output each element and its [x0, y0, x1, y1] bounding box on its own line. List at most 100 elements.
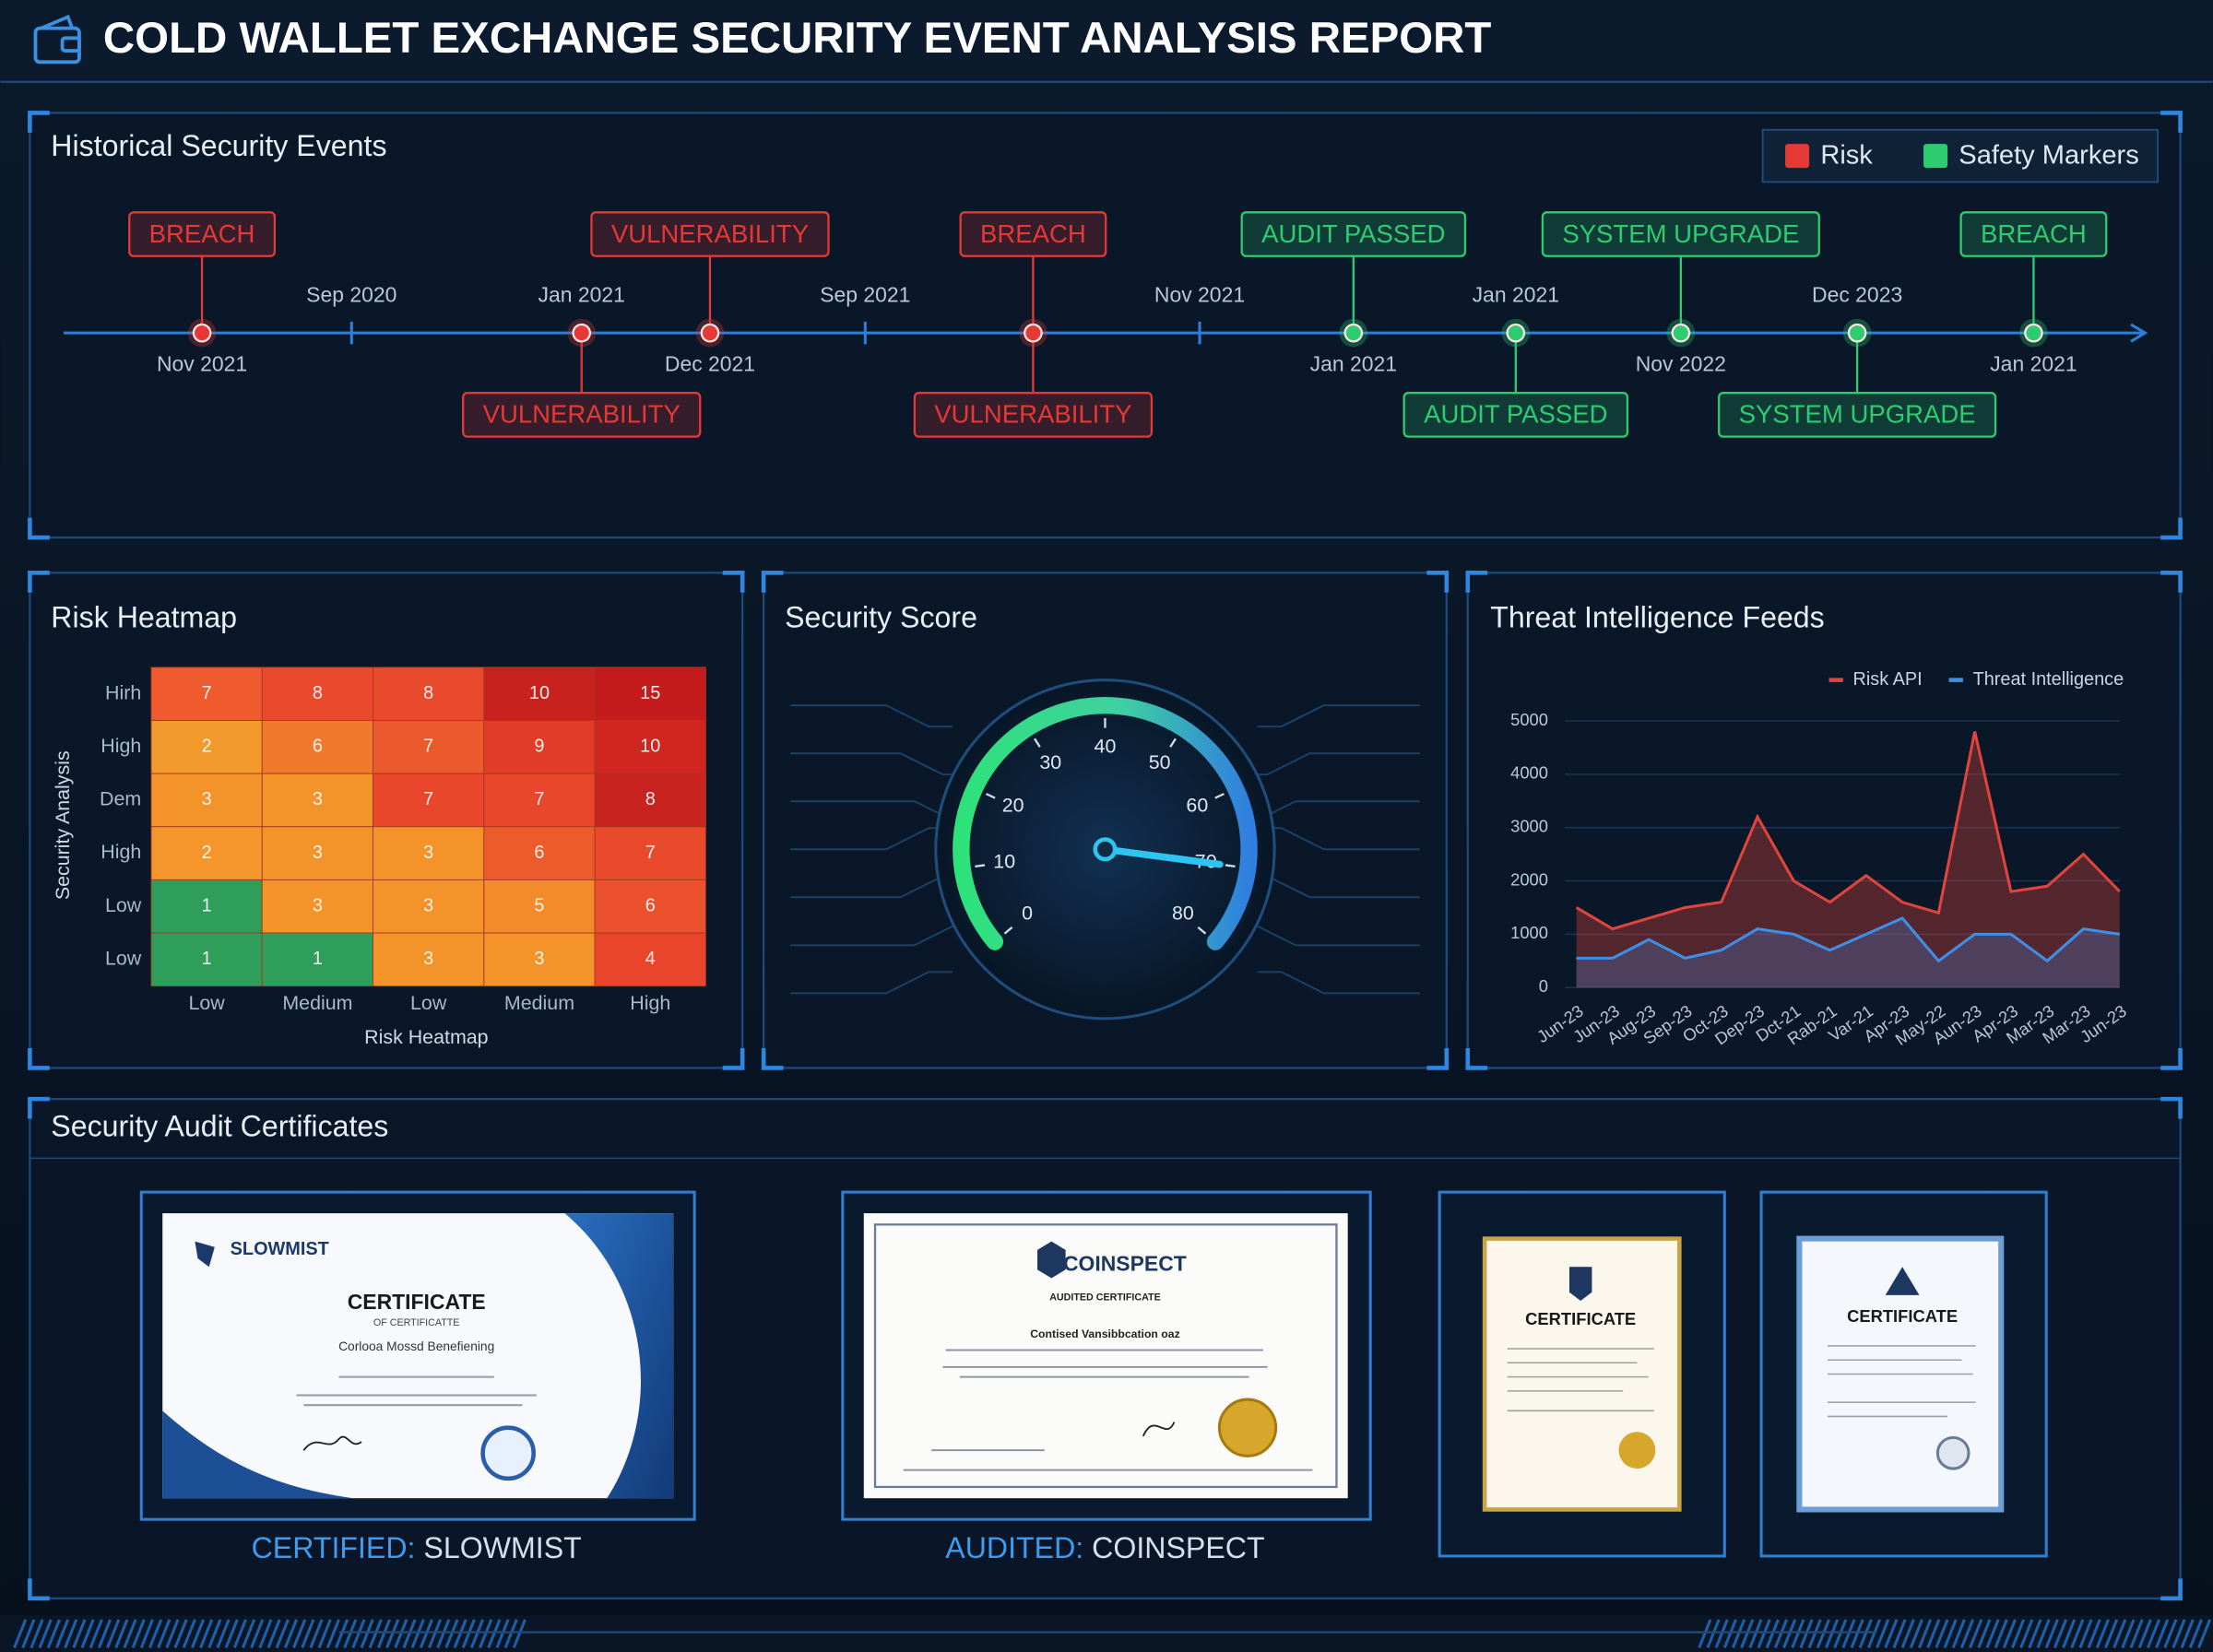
panel-corner	[1426, 571, 1450, 593]
panel-corner	[2160, 1048, 2183, 1070]
heatmap-cell-label: 5	[534, 895, 544, 915]
event-label: AUDIT PASSED	[1424, 400, 1607, 429]
footer-hatch	[1994, 1619, 2008, 1648]
footer-hatch	[1926, 1619, 1941, 1648]
heatmap-cell	[261, 932, 374, 987]
footer-hatch	[182, 1619, 196, 1648]
footer-hatch	[436, 1619, 451, 1648]
heatmap-cell-label: 4	[645, 949, 656, 969]
footer-hatch	[216, 1619, 231, 1648]
footer-hatch	[283, 1619, 299, 1648]
footer-hatch	[385, 1619, 400, 1648]
footer-hatch	[2044, 1619, 2059, 1648]
event-box	[590, 211, 830, 257]
footer-hatch	[1892, 1619, 1907, 1648]
heatmap-row-label: Low	[105, 894, 142, 916]
cert-text-lines	[903, 1349, 1313, 1471]
footer-hatch	[72, 1619, 87, 1648]
footer-hatch	[325, 1619, 340, 1648]
footer-hatch	[250, 1619, 265, 1648]
threat-title: Threat Intelligence Feeds	[1490, 600, 1825, 633]
footer-hatch	[461, 1619, 476, 1648]
certificate-card: SLOWMIST CERTIFICATE OF CERTIFICATTE Cor…	[139, 1190, 696, 1521]
heatmap-cell	[150, 879, 263, 934]
footer-hatch	[123, 1619, 137, 1648]
heatmap-col-label: Low	[410, 992, 447, 1014]
heatmap-cell-label: 10	[640, 737, 660, 757]
y-tick-label: 0	[1539, 976, 1548, 996]
footer-hatch	[1935, 1619, 1949, 1648]
footer-hatch	[1740, 1619, 1755, 1648]
heatmap-cell-label: 3	[313, 789, 323, 809]
footer-hatch	[1816, 1619, 1830, 1648]
footer-hatch	[2011, 1619, 2026, 1648]
footer-hatch	[242, 1619, 256, 1648]
caption-name: SLOWMIST	[423, 1531, 581, 1564]
gauge-tick	[1034, 738, 1041, 748]
gauge-hub	[1093, 837, 1118, 862]
timeline-tick-label: Sep 2021	[820, 282, 910, 306]
wallet-icon	[33, 14, 81, 65]
footer-hatch	[1841, 1619, 1856, 1648]
circuit-trace	[1257, 704, 1420, 728]
event-box	[1718, 392, 1997, 438]
heatmap-cell	[150, 826, 263, 880]
heatmap-cell-label: 6	[313, 737, 323, 757]
certificate-card: COINSPECT AUDITED CERTIFICATE Contised V…	[841, 1190, 1372, 1521]
panel-corner	[722, 571, 745, 593]
heatmap-cell	[594, 720, 706, 774]
heatmap-cell-label: 3	[423, 949, 433, 969]
heatmap-cell-label: 2	[202, 843, 212, 863]
heatmap-row-label: High	[101, 735, 141, 757]
y-tick-label: 5000	[1510, 710, 1548, 729]
footer-hatch	[114, 1619, 129, 1648]
series-line	[1576, 916, 2120, 963]
heatmap-cell-label: 7	[423, 737, 433, 757]
panel-corner	[2160, 1578, 2183, 1601]
heatmap-cell-label: 7	[202, 683, 212, 703]
footer-hatch	[301, 1619, 315, 1648]
timeline-tick-label: Nov 2021	[1154, 282, 1245, 306]
gauge-tick	[1197, 926, 1207, 935]
event-box	[1402, 392, 1629, 438]
heatmap-cell	[261, 879, 374, 934]
footer-hatch	[97, 1619, 112, 1648]
event-date: Jan 2021	[1473, 282, 1559, 306]
heatmap-y-label: Security Analysis	[52, 750, 74, 900]
panel	[1466, 572, 2182, 1069]
gauge-tick	[1003, 926, 1013, 935]
footer-hatch	[21, 1619, 36, 1648]
footer-hatch	[1977, 1619, 1992, 1648]
heatmap-cell	[594, 932, 706, 987]
cert-caption: AUDITED: COINSPECT	[945, 1531, 1264, 1564]
heatmap-cell-label: 1	[313, 949, 323, 969]
heatmap-cell-label: 10	[529, 683, 550, 703]
footer-hatch	[2188, 1619, 2203, 1648]
event-label: BREACH	[149, 219, 255, 248]
footer-hatch	[1866, 1619, 1882, 1648]
footer-hatch	[224, 1619, 239, 1648]
panel-corner	[28, 111, 50, 133]
circuit-trace	[1257, 752, 1420, 776]
heatmap-cell-label: 15	[640, 683, 660, 703]
heatmap-cell	[594, 826, 706, 880]
y-tick-label: 1000	[1510, 923, 1548, 942]
footer-hatch	[479, 1619, 493, 1648]
heatmap-cell	[150, 773, 263, 828]
cert-heading: AUDITED CERTIFICATE	[1049, 1292, 1161, 1304]
heatmap-cell-label: 3	[534, 949, 544, 969]
event-date: Jan 2021	[538, 282, 625, 306]
footer-hatch	[1884, 1619, 1899, 1648]
footer-hatch	[2070, 1619, 2085, 1648]
event-label: VULNERABILITY	[611, 219, 809, 248]
series-line	[1575, 731, 2121, 931]
event-box	[1959, 211, 2108, 257]
footer-hatch	[1833, 1619, 1848, 1648]
footer-hatch	[1791, 1619, 1805, 1648]
heatmap-cell-label: 7	[534, 789, 544, 809]
footer-hatch	[13, 1619, 28, 1648]
footer-hatch	[1858, 1619, 1873, 1648]
heatmap-x-label: Risk Heatmap	[364, 1026, 488, 1048]
